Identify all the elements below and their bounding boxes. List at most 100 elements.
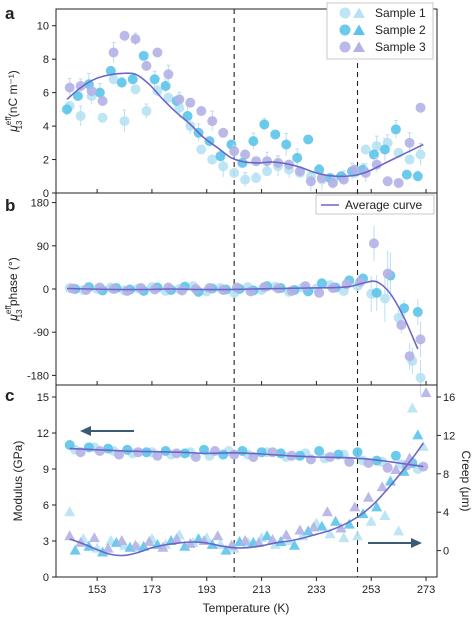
a-ytick-label: 4 xyxy=(43,121,49,133)
a-point-sample-3 xyxy=(371,159,382,170)
a-point-sample-2 xyxy=(379,144,390,155)
panel-a-letter: a xyxy=(5,4,15,23)
c-point-sample-2-creep xyxy=(316,520,328,531)
a-point-sample-3 xyxy=(338,174,349,185)
b-point-sample-3 xyxy=(81,284,92,295)
panel-b-ylabel-sub: 13 xyxy=(15,309,24,318)
a-ytick-label: 8 xyxy=(43,54,49,66)
x-tick-label: 173 xyxy=(143,584,161,596)
c-point-sample-3-creep xyxy=(321,506,333,517)
a-point-sample-3 xyxy=(97,96,108,106)
b-point-sample-3 xyxy=(300,281,311,292)
b-point-sample-3 xyxy=(382,268,393,279)
c-ytick-left-label: 0 xyxy=(43,572,49,584)
a-point-sample-3 xyxy=(196,106,207,117)
b-point-sample-3 xyxy=(415,334,426,345)
a-point-sample-2 xyxy=(314,164,325,175)
b-point-sample-3 xyxy=(259,282,270,293)
a-point-sample-1 xyxy=(404,154,415,165)
c-point-sample-3-creep xyxy=(64,530,76,541)
c-point-sample-3-modulus xyxy=(248,452,259,462)
x-tick-label: 213 xyxy=(252,584,270,596)
legend-sample3-circle xyxy=(339,41,351,53)
b-point-sample-3 xyxy=(286,285,297,296)
c-point-sample-1-creep xyxy=(406,402,418,413)
panel-c-letter: c xyxy=(5,386,14,405)
a-point-sample-2 xyxy=(182,111,193,122)
c-point-sample-2-creep xyxy=(220,544,232,555)
b-point-sample-3 xyxy=(245,286,256,297)
a-point-sample-2 xyxy=(270,129,281,140)
c-point-sample-3-creep xyxy=(116,535,128,545)
a-point-sample-2 xyxy=(401,169,412,180)
a-point-sample-3 xyxy=(327,177,338,188)
c-point-sample-2-creep xyxy=(302,525,314,536)
a-point-sample-2 xyxy=(94,87,105,98)
b-ytick-label: -180 xyxy=(27,370,49,382)
legend-sample1-circle xyxy=(339,7,351,19)
b-point-sample-3 xyxy=(396,320,407,330)
a-point-sample-3 xyxy=(404,137,415,148)
a-point-sample-3 xyxy=(415,102,426,113)
c-point-sample-3-creep xyxy=(267,534,279,545)
c-point-sample-2-creep xyxy=(275,535,287,546)
a-point-sample-2 xyxy=(281,139,292,150)
c-point-sample-3-creep xyxy=(420,387,432,398)
a-point-sample-2 xyxy=(412,171,423,182)
c-point-sample-3-modulus xyxy=(229,449,240,460)
a-point-sample-3 xyxy=(108,47,119,58)
c-point-sample-3-modulus xyxy=(344,456,355,467)
x-tick-label: 233 xyxy=(307,584,325,596)
a-point-sample-3 xyxy=(185,97,196,108)
c-point-sample-2-creep xyxy=(138,540,150,551)
a-point-sample-3 xyxy=(141,60,152,71)
a-point-sample-2 xyxy=(160,80,171,91)
c-point-sample-1-creep xyxy=(393,525,405,536)
c-point-sample-2-creep xyxy=(179,540,191,551)
a-point-sample-1 xyxy=(108,74,119,85)
c-point-sample-3-creep xyxy=(88,532,100,543)
c-ytick-right-label: 0 xyxy=(443,546,449,558)
a-point-sample-1 xyxy=(229,167,240,178)
c-point-sample-2-modulus xyxy=(160,446,171,456)
legend-average: Average curve xyxy=(315,194,435,215)
a-point-sample-1 xyxy=(218,161,229,172)
a-point-sample-1 xyxy=(119,116,130,127)
c-point-sample-3-modulus xyxy=(114,449,125,460)
c-point-sample-2-modulus xyxy=(390,450,401,461)
a-point-sample-3 xyxy=(305,176,316,187)
a-point-sample-3 xyxy=(75,80,86,91)
panel-c-frame xyxy=(55,384,438,578)
c-point-sample-2-modulus xyxy=(218,449,229,460)
c-point-sample-2-creep xyxy=(288,539,300,550)
c-point-sample-1-creep xyxy=(365,515,377,526)
c-point-sample-3-creep xyxy=(404,452,416,463)
panel-c-ylabel-left: Modulus (GPa) xyxy=(11,441,25,522)
legend-average-label: Average curve xyxy=(345,198,422,212)
c-point-sample-2-modulus xyxy=(199,444,210,455)
c-ytick-left-label: 12 xyxy=(37,428,49,440)
a-point-sample-3 xyxy=(229,146,240,157)
c-point-sample-3-creep xyxy=(157,541,169,552)
a-point-sample-2 xyxy=(127,74,138,85)
b-point-sample-3 xyxy=(163,282,174,293)
c-ytick-left-label: 15 xyxy=(37,392,49,404)
c-point-sample-3-creep xyxy=(102,542,114,553)
a-point-sample-1 xyxy=(152,85,163,96)
a-ytick-label: 2 xyxy=(43,155,49,167)
c-point-sample-3-modulus xyxy=(209,446,220,456)
arrow-modulus-left xyxy=(80,426,134,436)
a-point-sample-1 xyxy=(97,112,108,123)
a-point-sample-3 xyxy=(262,156,273,167)
c-point-sample-3-modulus xyxy=(382,462,393,473)
a-point-sample-3 xyxy=(152,47,163,58)
c-point-sample-1-creep xyxy=(64,506,76,517)
c-point-sample-2-creep xyxy=(69,544,81,555)
a-point-sample-3 xyxy=(349,164,360,175)
panel-a-ylabel-rest: (nC m⁻¹) xyxy=(6,70,20,120)
legend-average-box xyxy=(315,194,435,215)
c-point-sample-3-creep xyxy=(129,539,141,550)
c-point-sample-2-modulus xyxy=(352,447,363,458)
c-point-sample-1-creep xyxy=(379,510,391,521)
a-point-sample-2 xyxy=(368,149,379,160)
